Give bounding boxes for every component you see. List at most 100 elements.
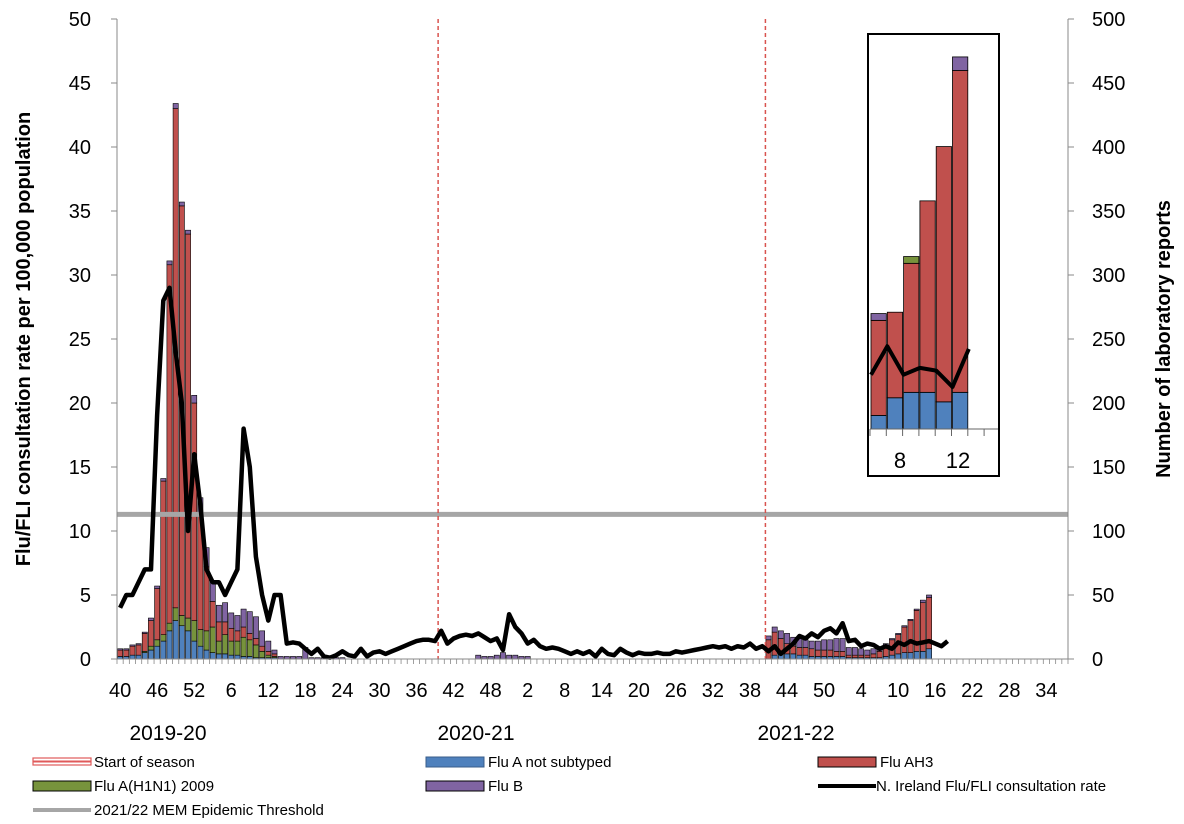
- bar-flu-a-not-subtyped: [913, 651, 920, 660]
- bar-flu-b: [166, 260, 173, 266]
- legend-label: Flu A not subtyped: [488, 754, 611, 771]
- right-axis-tick-label: 150: [1092, 457, 1125, 479]
- bar-flu-b: [864, 649, 871, 656]
- legend: Start of season Flu A not subtyped Flu A…: [32, 754, 1106, 819]
- legend-item-consultation-rate: N. Ireland Flu/FLI consultation rate: [818, 778, 1106, 795]
- bar-flu-ah3: [876, 651, 883, 659]
- bar-flu-ah3: [839, 651, 846, 657]
- bar-flu-b: [777, 630, 784, 639]
- right-axis-tick-label: 200: [1092, 393, 1125, 415]
- bar-flu-a-not-subtyped: [197, 645, 204, 660]
- inset-bar-flu-a-not-subtyped: [903, 391, 920, 430]
- bar-flu-a-not-subtyped: [148, 649, 154, 660]
- bar-flu-b: [148, 617, 154, 621]
- bar-flu-ah3: [907, 620, 914, 653]
- left-axis-tick-label: 15: [69, 457, 91, 479]
- bar-flu-b: [123, 648, 130, 651]
- legend-swatch: [425, 780, 485, 792]
- bar-flu-a-h1n1: [246, 639, 253, 657]
- bar-series-group: [117, 103, 932, 660]
- x-axis-tick-label: 42: [442, 680, 464, 702]
- bar-flu-b: [475, 654, 482, 660]
- x-axis-tick-label: 14: [591, 680, 613, 702]
- right-axis-title: Number of laboratory reports: [1153, 200, 1175, 478]
- bar-flu-a-not-subtyped: [160, 640, 167, 660]
- x-axis-tick-label: 50: [813, 680, 835, 702]
- bar-flu-b: [901, 625, 908, 628]
- bar-flu-a-h1n1: [160, 634, 167, 642]
- inset-axis: [869, 428, 998, 436]
- bar-flu-ah3: [228, 627, 235, 642]
- bar-flu-ah3: [185, 233, 191, 619]
- bar-flu-b: [919, 599, 926, 603]
- bar-flu-b: [765, 635, 772, 641]
- bar-flu-ah3: [271, 653, 278, 657]
- bar-flu-ah3: [117, 649, 123, 657]
- bar-flu-ah3: [123, 649, 130, 657]
- inset-bars: [869, 56, 971, 430]
- legend-item-start-of-season: Start of season: [32, 754, 195, 771]
- inset-bar-flu-b: [870, 313, 887, 321]
- bar-flu-b: [185, 229, 191, 235]
- bar-flu-b: [815, 640, 821, 651]
- bar-flu-b: [827, 639, 834, 651]
- bar-flu-a-not-subtyped: [141, 652, 148, 660]
- bar-flu-a-not-subtyped: [919, 651, 926, 660]
- bar-flu-b: [808, 640, 815, 650]
- x-axis-tick-label: 32: [702, 680, 724, 702]
- bar-flu-ah3: [265, 651, 272, 656]
- x-axis-tick-label: 2: [522, 680, 533, 702]
- bar-flu-ah3: [141, 633, 148, 652]
- bar-flu-a-h1n1: [253, 644, 259, 659]
- bar-flu-a-not-subtyped: [178, 625, 185, 660]
- inset-consultation-line: [869, 344, 971, 389]
- bar-flu-b: [802, 639, 809, 648]
- bar-flu-b: [191, 395, 198, 404]
- bar-flu-ah3: [870, 653, 877, 659]
- right-axis-tick-label: 400: [1092, 137, 1125, 159]
- bar-flu-a-not-subtyped: [129, 654, 136, 660]
- bar-flu-ah3: [135, 644, 142, 656]
- bar-flu-a-not-subtyped: [222, 653, 228, 660]
- bar-flu-a-not-subtyped: [135, 654, 142, 660]
- bar-flu-b: [926, 594, 932, 598]
- bar-flu-b: [154, 585, 161, 589]
- bar-flu-ah3: [858, 654, 865, 659]
- bar-flu-ah3: [209, 601, 216, 628]
- bar-flu-ah3: [901, 626, 908, 653]
- bar-flu-b: [265, 640, 272, 652]
- bar-flu-ah3: [796, 647, 803, 656]
- season-label: 2020-21: [437, 722, 514, 745]
- bar-flu-ah3: [240, 626, 247, 638]
- x-axis-tick-label: 40: [109, 680, 131, 702]
- bar-flu-a-not-subtyped: [228, 654, 235, 660]
- bar-flu-a-h1n1: [172, 607, 179, 621]
- inset-tick-label: 8: [894, 448, 906, 473]
- bar-flu-a-h1n1: [166, 622, 173, 632]
- season-label: 2019-20: [129, 722, 206, 745]
- right-axis-tick-label: 450: [1092, 73, 1125, 95]
- consultation-line-group: [118, 285, 950, 660]
- bar-flu-b: [178, 201, 185, 207]
- bar-flu-a-h1n1: [178, 615, 185, 627]
- left-axis-tick-label: 45: [69, 73, 91, 95]
- inset-bar-flu-a-h1n1: [903, 256, 920, 264]
- left-axis-tick-label: 50: [69, 9, 91, 31]
- right-axis-tick-label: 50: [1092, 585, 1114, 607]
- left-axis-tick-label: 5: [80, 585, 91, 607]
- inset-bar-flu-ah3: [886, 311, 903, 399]
- bar-flu-ah3: [821, 649, 827, 657]
- x-axis-tick-label: 48: [479, 680, 501, 702]
- bar-flu-b: [858, 648, 865, 656]
- bar-flu-a-not-subtyped: [234, 654, 241, 660]
- bar-flu-a-not-subtyped: [216, 653, 222, 660]
- inset-bar-flu-ah3: [919, 200, 936, 393]
- bar-flu-b: [216, 604, 222, 623]
- bar-flu-ah3: [222, 621, 228, 635]
- consultation-rate-line: [118, 285, 950, 660]
- bar-flu-a-not-subtyped: [895, 653, 902, 660]
- x-axis-tick-label: 34: [1035, 680, 1057, 702]
- bar-flu-a-not-subtyped: [889, 654, 895, 660]
- right-axis-tick-label: 300: [1092, 265, 1125, 287]
